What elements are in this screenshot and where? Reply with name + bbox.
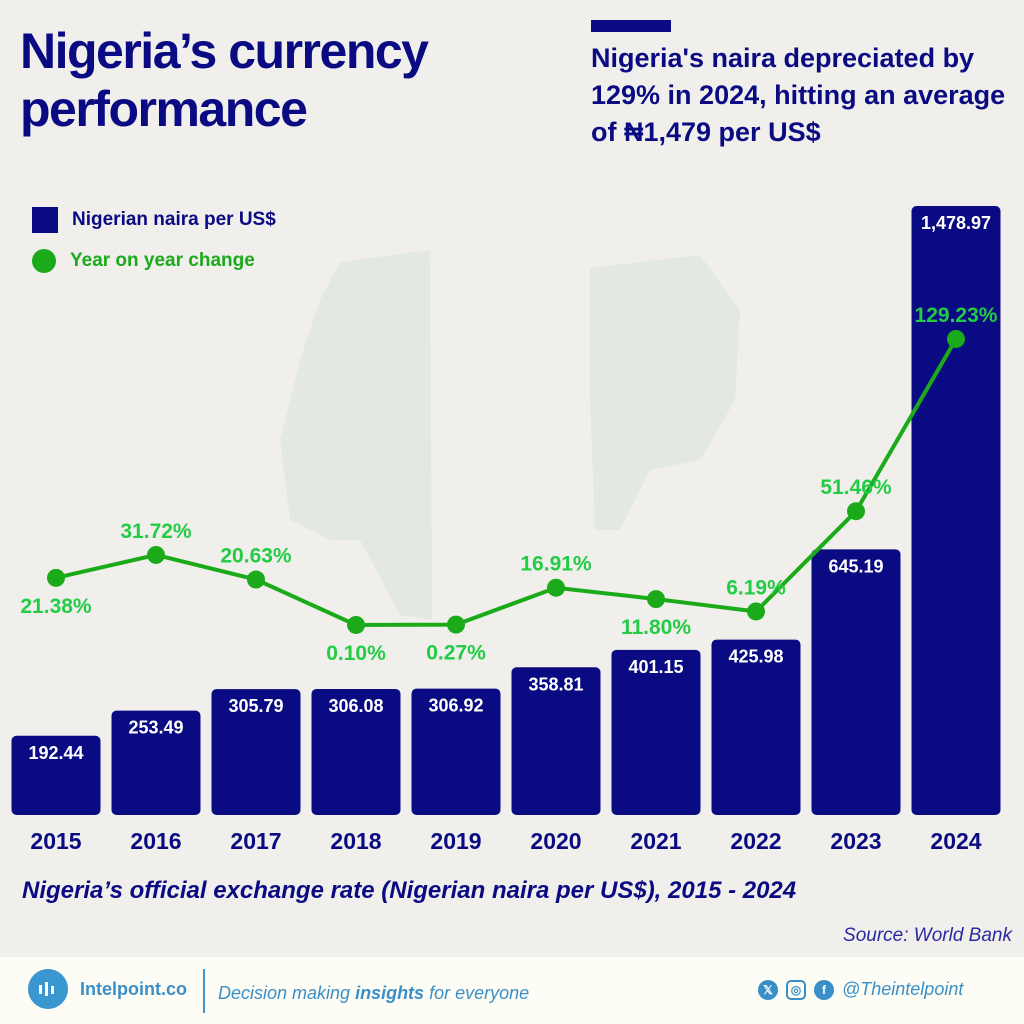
bar-value-label: 306.92 xyxy=(428,696,483,716)
social-handle[interactable]: @Theintelpoint xyxy=(842,979,964,999)
x-tick-label: 2018 xyxy=(330,828,381,854)
social-links: 𝕏 ◎ f @Theintelpoint xyxy=(758,979,963,1000)
yoy-point xyxy=(147,545,165,564)
bar-value-label: 192.44 xyxy=(28,743,83,763)
bar-value-label: 306.08 xyxy=(328,696,383,716)
x-tick-label: 2023 xyxy=(830,828,881,854)
legend-item-line: Year on year change xyxy=(32,249,276,273)
legend-label: Year on year change xyxy=(70,250,255,271)
divider xyxy=(203,969,205,1013)
bar-value-label: 645.19 xyxy=(828,556,883,576)
legend-item-bars: Nigerian naira per US$ xyxy=(32,207,276,233)
tagline: Decision making insights for everyone xyxy=(218,983,529,1004)
source-note: Source: World Bank xyxy=(843,925,1012,946)
yoy-point xyxy=(647,590,665,609)
bar xyxy=(111,710,201,815)
bar xyxy=(11,735,101,815)
yoy-value-label: 20.63% xyxy=(220,545,292,568)
chart: 192.44 2015 253.49 2016 305.79 2017 306.08 2018… xyxy=(11,206,1001,854)
yoy-value-label: 51.46% xyxy=(820,476,892,499)
yoy-value-label: 16.91% xyxy=(520,553,592,576)
facebook-icon[interactable]: f xyxy=(814,979,834,1000)
bar xyxy=(611,649,701,815)
bar xyxy=(711,639,801,815)
yoy-point xyxy=(847,502,865,521)
yoy-point xyxy=(347,615,365,634)
bar-value-label: 253.49 xyxy=(128,718,183,738)
yoy-point xyxy=(447,615,465,634)
yoy-change-line xyxy=(55,337,958,627)
yoy-value-label: 0.10% xyxy=(326,642,386,665)
bar-value-label: 425.98 xyxy=(728,647,783,667)
brand-link[interactable]: Intelpoint.co xyxy=(80,979,187,999)
bar xyxy=(511,667,601,815)
square-swatch-icon xyxy=(32,207,58,233)
bar-value-label: 401.15 xyxy=(628,657,683,677)
x-tick-label: 2016 xyxy=(130,828,181,854)
chart-caption: Nigeria’s official exchange rate (Nigeri… xyxy=(22,877,797,904)
footer: Intelpoint.co Decision making insights f… xyxy=(0,957,1024,1024)
tagline-text: Decision making xyxy=(218,983,356,1003)
instagram-icon[interactable]: ◎ xyxy=(786,979,806,1000)
bar xyxy=(311,688,401,815)
accent-bar xyxy=(591,20,671,32)
x-tick-label: 2022 xyxy=(730,828,781,854)
yoy-point xyxy=(547,578,565,597)
yoy-value-label: 0.27% xyxy=(426,642,486,665)
bar xyxy=(411,688,501,815)
bar xyxy=(211,689,301,815)
yoy-point xyxy=(947,329,965,348)
legend: Nigerian naira per US$ Year on year chan… xyxy=(32,207,276,290)
yoy-value-label: 31.72% xyxy=(120,520,192,543)
legend-label: Nigerian naira per US$ xyxy=(72,209,276,230)
yoy-value-label: 21.38% xyxy=(20,595,92,618)
headline-subtitle: Nigeria's naira depreciated by 129% in 2… xyxy=(591,43,1006,147)
yoy-value-label: 6.19% xyxy=(726,576,786,599)
tagline-text: for everyone xyxy=(424,983,530,1003)
nigeria-map-watermark xyxy=(280,250,740,620)
bar-value-label: 358.81 xyxy=(528,674,583,694)
x-tick-label: 2017 xyxy=(230,828,281,854)
bar xyxy=(811,549,901,815)
x-icon[interactable]: 𝕏 xyxy=(758,979,778,1000)
page-title: Nigeria’s currency performance xyxy=(20,23,429,137)
yoy-point xyxy=(247,570,265,589)
x-tick-label: 2015 xyxy=(30,828,81,854)
x-tick-label: 2024 xyxy=(930,828,981,854)
bar-value-label: 305.79 xyxy=(228,696,283,716)
dot-swatch-icon xyxy=(32,249,56,273)
x-tick-label: 2019 xyxy=(430,828,481,854)
yoy-point xyxy=(47,568,65,587)
x-tick-label: 2020 xyxy=(530,828,581,854)
yoy-point xyxy=(747,602,765,621)
x-tick-label: 2021 xyxy=(630,828,681,854)
yoy-value-label: 129.23% xyxy=(915,304,998,327)
intelpoint-logo-icon[interactable] xyxy=(28,969,68,1009)
tagline-bold: insights xyxy=(355,983,425,1003)
bar xyxy=(911,206,1001,815)
bar-value-label: 1,478.97 xyxy=(921,213,991,233)
yoy-value-label: 11.80% xyxy=(621,616,691,639)
